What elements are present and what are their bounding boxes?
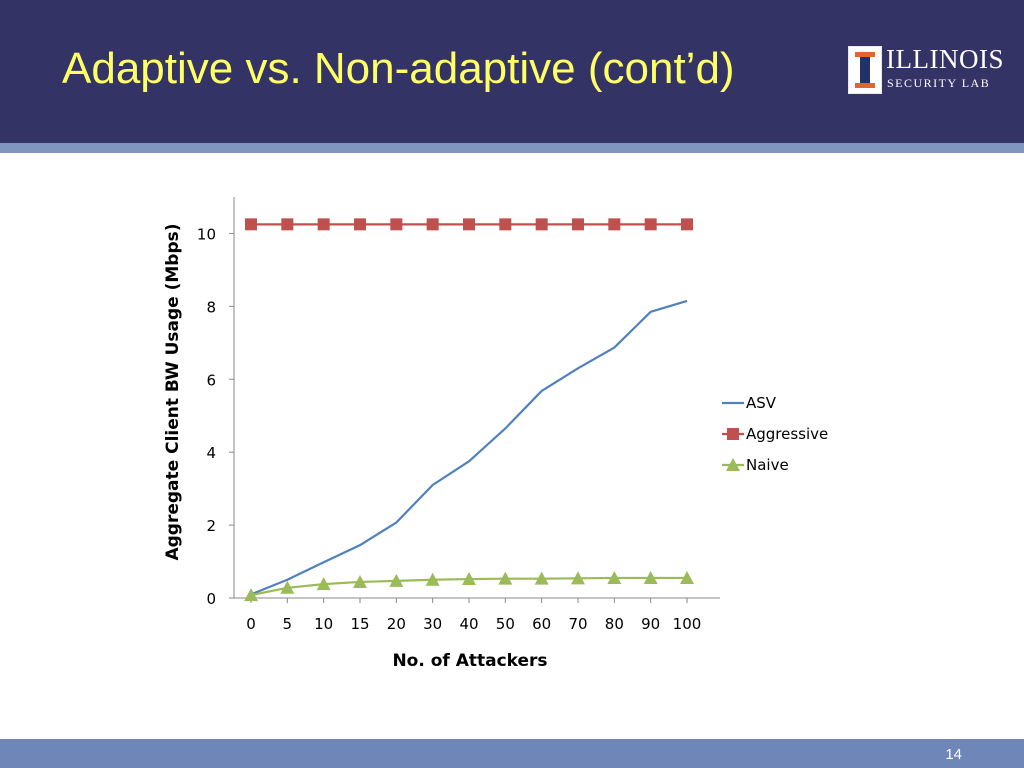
y-tick-label: 6 <box>206 371 216 389</box>
y-tick-label: 8 <box>206 298 216 316</box>
x-tick-label: 10 <box>314 615 333 633</box>
legend-marker-aggressive <box>727 428 739 440</box>
naive-data-point <box>571 571 585 585</box>
naive-data-point <box>643 570 658 584</box>
x-tick-label: 5 <box>283 615 293 633</box>
legend-label-aggressive: Aggressive <box>746 425 828 443</box>
x-tick-label: 100 <box>673 615 702 633</box>
slide-title: Adaptive vs. Non-adaptive (cont’d) <box>62 44 735 93</box>
aggressive-data-point <box>572 218 584 231</box>
x-tick-label: 80 <box>605 615 624 633</box>
naive-data-point <box>425 572 440 586</box>
naive-data-point <box>498 571 513 585</box>
x-tick-label: 40 <box>459 615 478 633</box>
aggressive-data-point <box>317 218 330 231</box>
naive-data-point <box>280 580 295 594</box>
naive-data-point <box>607 570 622 584</box>
footer-bar: 14 <box>0 739 1024 768</box>
aggressive-data-point <box>681 218 693 231</box>
x-tick-label: 20 <box>387 615 406 633</box>
header-stripe <box>0 143 1024 153</box>
naive-data-point <box>389 573 404 587</box>
title-bar: Adaptive vs. Non-adaptive (cont’d) ILLIN… <box>0 0 1024 143</box>
naive-data-point <box>680 570 694 584</box>
asv-series-line <box>250 299 688 596</box>
aggressive-data-point <box>644 218 657 231</box>
x-tick-label: 90 <box>641 615 660 633</box>
x-tick-label: 30 <box>423 615 442 633</box>
page-number: 14 <box>945 746 962 763</box>
naive-data-point <box>353 574 367 588</box>
aggressive-data-point <box>245 218 257 231</box>
x-tick-label: 0 <box>246 615 256 633</box>
y-axis-label: Aggregate Client BW Usage (Mbps) <box>163 223 183 560</box>
aggressive-data-point <box>608 218 621 231</box>
aggressive-data-point <box>499 218 512 231</box>
legend-marker-naive <box>726 458 740 471</box>
legend-label-asv: ASV <box>746 394 777 412</box>
naive-data-point <box>316 577 331 591</box>
aggressive-data-point <box>426 218 439 231</box>
logo-name: ILLINOIS <box>886 44 1004 74</box>
illinois-security-lab-logo: ILLINOIS SECURITY LAB <box>848 44 1013 94</box>
naive-data-point <box>534 571 549 585</box>
naive-data-point <box>462 572 476 586</box>
aggressive-data-point <box>354 218 366 231</box>
aggressive-data-point <box>463 218 475 231</box>
x-tick-label: 15 <box>350 615 369 633</box>
x-tick-label: 70 <box>568 615 587 633</box>
y-tick-label: 2 <box>206 517 216 535</box>
y-tick-label: 4 <box>206 444 216 462</box>
y-tick-label: 10 <box>197 225 216 243</box>
logo-subtitle: SECURITY LAB <box>887 76 991 90</box>
aggressive-data-point <box>281 218 294 231</box>
illinois-i-icon <box>848 46 882 94</box>
x-tick-label: 60 <box>532 615 551 633</box>
x-tick-label: 50 <box>496 615 515 633</box>
aggressive-data-point <box>535 218 548 231</box>
y-tick-label: 0 <box>206 590 216 608</box>
legend-label-naive: Naive <box>746 456 789 474</box>
x-axis-label: No. of Attackers <box>392 651 547 671</box>
aggressive-data-point <box>390 218 403 231</box>
naive-data-point <box>244 588 258 602</box>
